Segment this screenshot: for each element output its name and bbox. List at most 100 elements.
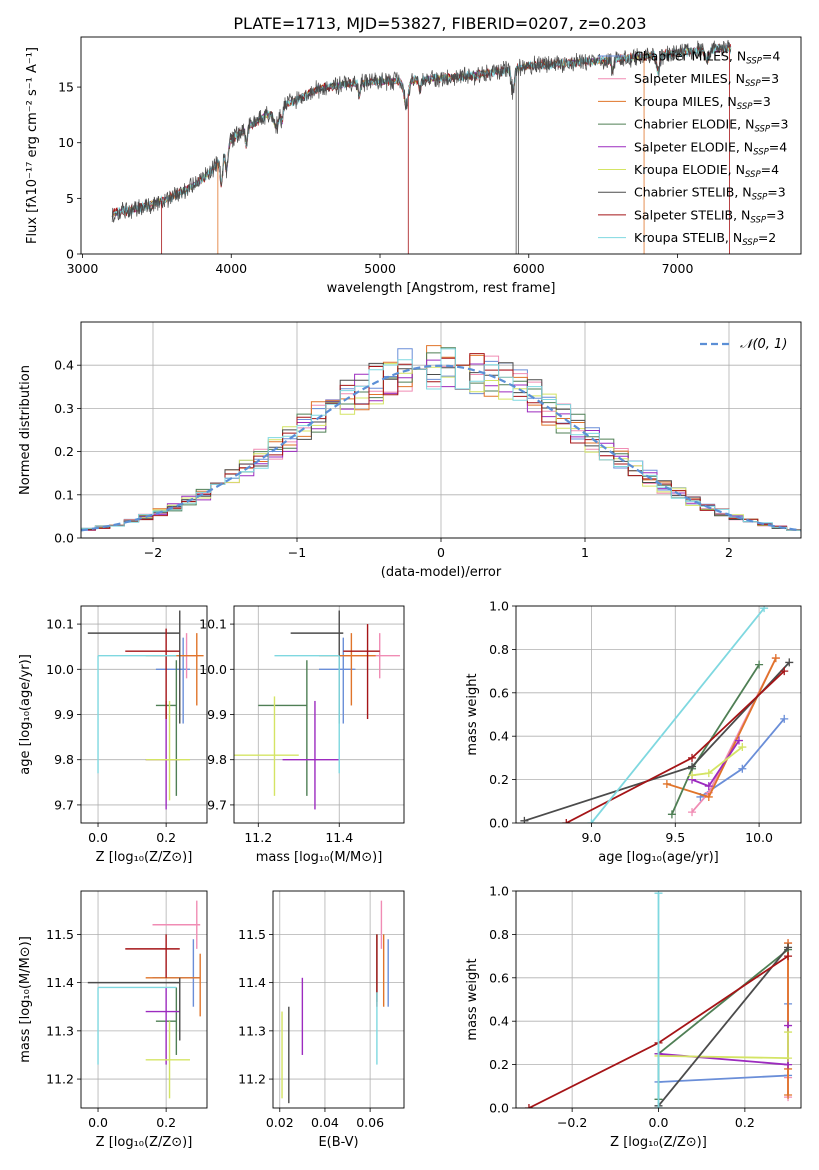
y-tick-label: 0.0 — [54, 531, 74, 546]
y-axis-label: Normed distribution — [18, 365, 33, 495]
y-tick-label: 10.0 — [46, 662, 74, 677]
axes: −2 −1 0 1 2 0.0 0.1 0.2 0.3 0.4 (data-model)/error… — [18, 321, 802, 580]
y-tick-label: 0.1 — [54, 487, 74, 502]
x-tick-label: 1 — [581, 545, 589, 560]
x-axis-label: (data-model)/error — [381, 565, 502, 580]
x-tick-label: 11.2 — [244, 830, 272, 845]
y-tick-label: 0.4 — [489, 729, 509, 744]
plot-area — [87, 610, 204, 810]
y-tick-label: 1.0 — [489, 884, 509, 899]
axes: 3000 4000 5000 6000 7000 0 5 10 15 wavelength [An… — [25, 36, 802, 296]
histogram-kroupa_stelib — [81, 348, 801, 533]
x-axis-label: Z [log₁₀(Z/Z⊙)] — [610, 1135, 707, 1150]
x-axis-label: E(B-V) — [318, 1135, 358, 1150]
y-tick-label: 9.9 — [54, 707, 74, 722]
plot-frame — [515, 605, 802, 824]
legend-label: Kroupa STELIB, NSSP=2 — [634, 230, 776, 248]
weight-marker-salpeter_stelib — [562, 819, 571, 823]
plot-area — [524, 891, 793, 1108]
x-axis-label: Z [log₁₀(Z/Z⊙)] — [96, 850, 193, 865]
legend-label: Chabrier ELODIE, NSSP=3 — [634, 117, 789, 135]
weight-line-chabrier_elodie — [671, 664, 760, 815]
x-tick-label: 0.0 — [88, 830, 108, 845]
weight-marker-kroupa_miles — [771, 654, 780, 663]
axes: 11.2 11.4 9.7 9.8 9.9 10.0 10.1 mass [log₁₀(M/M… — [199, 605, 405, 865]
grid — [81, 891, 207, 1108]
legend-count: =3 — [770, 117, 788, 132]
weight-marker-kroupa_stelib — [587, 819, 596, 823]
y-tick-label: 11.3 — [238, 1023, 266, 1038]
weight-marker-chabrier_stelib — [785, 658, 794, 667]
x-axis-label: mass [log₁₀(M/M⊙)] — [256, 850, 383, 865]
y-tick-label: 11.5 — [238, 927, 266, 942]
x-tick-label: 9.0 — [581, 830, 601, 845]
panel-mass_weight_vs_Z: −0.2 0.0 0.2 0.0 0.2 0.4 0.6 0.8 1.0 Z [log₁₀(Z/Z… — [465, 884, 802, 1150]
grid — [273, 891, 404, 1108]
y-tick-label: 0.6 — [489, 970, 509, 985]
legend-label: Salpeter MILES, NSSP=3 — [634, 71, 779, 89]
weight-marker-kroupa_miles — [704, 792, 713, 801]
y-tick-label: 11.3 — [46, 1023, 74, 1038]
grid — [81, 606, 207, 823]
y-tick-label: 0.2 — [54, 444, 74, 459]
x-tick-label: 2 — [725, 545, 733, 560]
x-tick-label: 0.2 — [156, 830, 176, 845]
y-tick-label: 0.4 — [54, 358, 74, 373]
x-tick-label: 11.4 — [325, 830, 353, 845]
x-tick-label: 0.2 — [156, 1115, 176, 1130]
y-tick-label: 9.8 — [54, 752, 74, 767]
weight-line-kroupa_stelib — [590, 607, 765, 823]
panel-mass_weight_vs_age: 9.0 9.5 10.0 0.0 0.2 0.4 0.6 0.8 1.0 age [log₁₀(a… — [465, 599, 802, 865]
y-tick-label: 11.4 — [46, 975, 74, 990]
y-tick-label: 9.7 — [207, 797, 227, 812]
y-axis-label: mass weight — [465, 673, 480, 755]
y-tick-label: 11.2 — [238, 1072, 266, 1087]
y-tick-label: 0.2 — [489, 772, 509, 787]
weight-marker-kroupa_elodie — [688, 771, 697, 780]
x-tick-label: −1 — [288, 545, 306, 560]
weight-marker-chabrier_miles — [780, 714, 789, 723]
x-axis-label: Z [log₁₀(Z/Z⊙)] — [96, 1135, 193, 1150]
axes: 9.0 9.5 10.0 0.0 0.2 0.4 0.6 0.8 1.0 age [log₁₀(a… — [465, 599, 802, 865]
x-tick-label: 9.5 — [665, 830, 685, 845]
grid — [234, 606, 404, 823]
plot-frame — [80, 890, 208, 1109]
weight-marker-kroupa_stelib — [760, 606, 769, 613]
legend-count: =3 — [767, 185, 785, 200]
axes: 0.02 0.04 0.06 11.2 11.3 11.4 11.5 E(B-V) — [238, 890, 405, 1150]
x-tick-label: 0 — [437, 545, 445, 560]
y-tick-label: 10.0 — [199, 662, 227, 677]
gaussian-curve — [81, 364, 801, 532]
legend-label: Salpeter ELODIE, NSSP=4 — [634, 139, 787, 157]
legend-subscript: SSP — [752, 193, 768, 203]
plot-frame — [80, 36, 802, 255]
legend-label: 𝒩(0, 1) — [740, 337, 787, 352]
weight-marker-kroupa_stelib — [654, 1104, 663, 1108]
y-tick-label: 10.1 — [199, 617, 227, 632]
x-tick-label: −0.2 — [557, 1115, 587, 1130]
plot-area — [87, 900, 201, 1099]
weight-line-chabrier_miles — [658, 1003, 789, 1083]
plot-area — [111, 39, 732, 254]
weight-line-kroupa_miles — [666, 657, 777, 799]
plot-frame — [80, 321, 802, 539]
x-axis-label: wavelength [Angstrom, rest frame] — [327, 281, 556, 296]
legend-count: =4 — [769, 139, 787, 154]
plot-area — [281, 900, 389, 1104]
panel-age_vs_Z: 0.0 0.2 9.7 9.8 9.9 10.0 10.1 Z [log₁₀(Z/Z⊙)] ag… — [18, 605, 208, 865]
legend-label: Chabrier MILES, NSSP=4 — [634, 49, 780, 67]
y-tick-label: 0.0 — [489, 1101, 509, 1116]
weight-marker-salpeter_miles — [688, 808, 697, 817]
plot-area — [520, 606, 794, 823]
weight-line-kroupa_elodie — [658, 1032, 789, 1060]
figure-title: PLATE=1713, MJD=53827, FIBERID=0207, z=0… — [233, 14, 646, 33]
y-tick-label: 15 — [58, 80, 74, 95]
y-tick-label: 0.2 — [489, 1057, 509, 1072]
weight-marker-salpeter_stelib — [524, 1104, 533, 1108]
weight-marker-kroupa_miles — [662, 779, 671, 788]
x-tick-label: −2 — [144, 545, 162, 560]
x-tick-label: 7000 — [662, 261, 694, 276]
weight-marker-salpeter_stelib — [688, 753, 697, 762]
weight-marker-salpeter_elodie — [734, 736, 743, 745]
